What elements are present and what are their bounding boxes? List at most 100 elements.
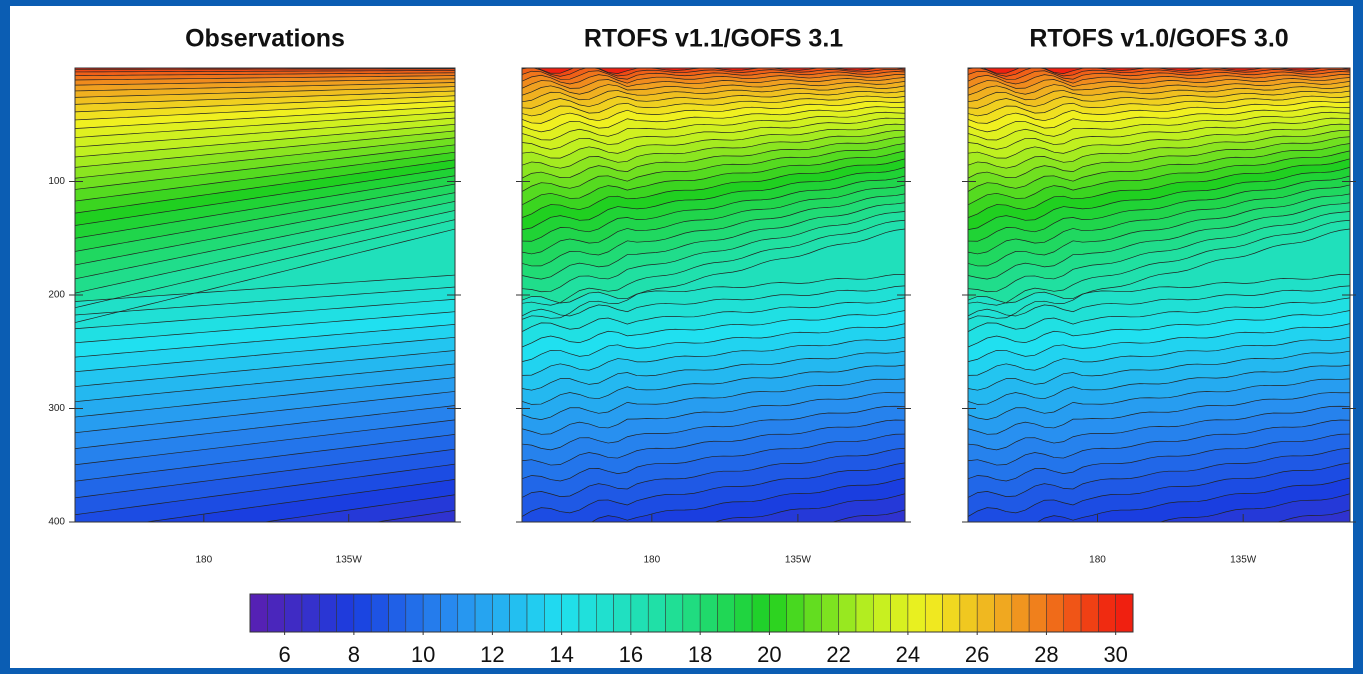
colorbar-cell (440, 593, 459, 633)
contour-line (522, 419, 905, 466)
contour-line (522, 117, 905, 150)
contour-line (968, 323, 1350, 362)
contour-line (75, 210, 455, 294)
contour-line (75, 324, 455, 358)
contour-line (968, 392, 1350, 435)
contour-line (968, 211, 1350, 293)
contour-line (522, 143, 905, 192)
contour-line (968, 462, 1350, 517)
contour-line (75, 167, 455, 226)
contour-line (75, 391, 455, 434)
contour-line (75, 201, 455, 280)
contour-line (968, 117, 1350, 150)
contour-line (75, 183, 455, 252)
colorbar-cell (249, 593, 268, 633)
contour-line (968, 100, 1350, 124)
contour-line (522, 81, 905, 96)
contour-line (522, 95, 905, 117)
colorbar-cell (751, 593, 770, 633)
contour-field (522, 68, 905, 522)
colorbar-cell (1046, 593, 1064, 633)
contour-line (968, 95, 1350, 117)
contour-line (968, 228, 1350, 320)
x-tick-label: 180 (1089, 555, 1106, 566)
contour-line (522, 184, 905, 255)
colorbar-cell (370, 593, 389, 633)
contour-line (968, 143, 1350, 192)
contour-line (968, 219, 1350, 306)
colorbar-cell (474, 593, 493, 633)
panel-title: RTOFS v1.1/GOFS 3.1 (584, 25, 843, 53)
contour-line (968, 193, 1350, 267)
contour-line (522, 211, 905, 293)
contour-line (522, 297, 905, 333)
contour-line (968, 175, 1350, 242)
colorbar-label: 8 (348, 642, 360, 667)
colorbar-cell (699, 593, 718, 633)
contour-band (832, 509, 905, 522)
colorbar-cell (717, 593, 736, 633)
contour-field (75, 68, 455, 522)
contour-line (75, 137, 455, 179)
contour-line (968, 70, 1350, 80)
contour-band (1160, 493, 1350, 522)
contour-line (522, 111, 905, 141)
colorbar-cell (994, 593, 1013, 633)
contour-line (968, 111, 1350, 141)
contour-line (75, 95, 455, 113)
colorbar-label: 20 (757, 642, 781, 667)
contour-band (1277, 509, 1350, 522)
contour-line (968, 297, 1350, 333)
contour-line (522, 74, 905, 85)
x-tick-label: 180 (195, 555, 212, 566)
contour-line (522, 130, 905, 169)
colorbar-cell (336, 593, 355, 633)
colorbar-cell (907, 593, 926, 633)
contour-line (1276, 509, 1350, 522)
colorbar-cell (457, 593, 476, 633)
contour-line (75, 336, 455, 373)
x-tick-label: 135W (785, 555, 812, 566)
contour-line (1036, 477, 1350, 522)
contour-line (968, 166, 1350, 231)
colorbar-cell (959, 593, 978, 633)
colorbar-cell (734, 593, 753, 633)
contour-line (522, 285, 905, 317)
contour-line (522, 175, 905, 242)
panel-title: RTOFS v1.0/GOFS 3.0 (1029, 25, 1288, 53)
contour-line (968, 158, 1350, 218)
colorbar-frame (249, 593, 1134, 633)
colorbar-cell (267, 593, 285, 633)
contour-line (75, 111, 455, 138)
contour-line (75, 75, 455, 81)
colorbar-label: 24 (896, 642, 920, 667)
colorbar-cell (526, 593, 545, 633)
contour-line (143, 479, 455, 522)
colorbar-label: 28 (1034, 642, 1058, 667)
contour-line (968, 405, 1350, 451)
contour-line (522, 90, 905, 109)
contour-line (75, 82, 455, 92)
colorbar-cell (284, 593, 303, 633)
contour-line (522, 85, 905, 103)
colorbar-cell (769, 593, 787, 633)
colorbar-label: 22 (826, 642, 850, 667)
contour-line (75, 100, 455, 121)
colorbar-label: 12 (480, 642, 504, 667)
contour-line (75, 363, 455, 403)
contour-line (75, 219, 455, 309)
colorbar-label: 16 (619, 642, 643, 667)
contour-line (522, 70, 905, 80)
colorbar-cell (561, 593, 580, 633)
contour-line (75, 78, 455, 86)
y-tick-label: 400 (48, 517, 65, 528)
contour-line (75, 144, 455, 190)
contour-line (968, 123, 1350, 159)
contour-line (968, 285, 1350, 317)
contour-line (522, 378, 905, 420)
contour-line (968, 85, 1350, 103)
contour-line (75, 192, 455, 266)
contour-line (522, 166, 905, 231)
